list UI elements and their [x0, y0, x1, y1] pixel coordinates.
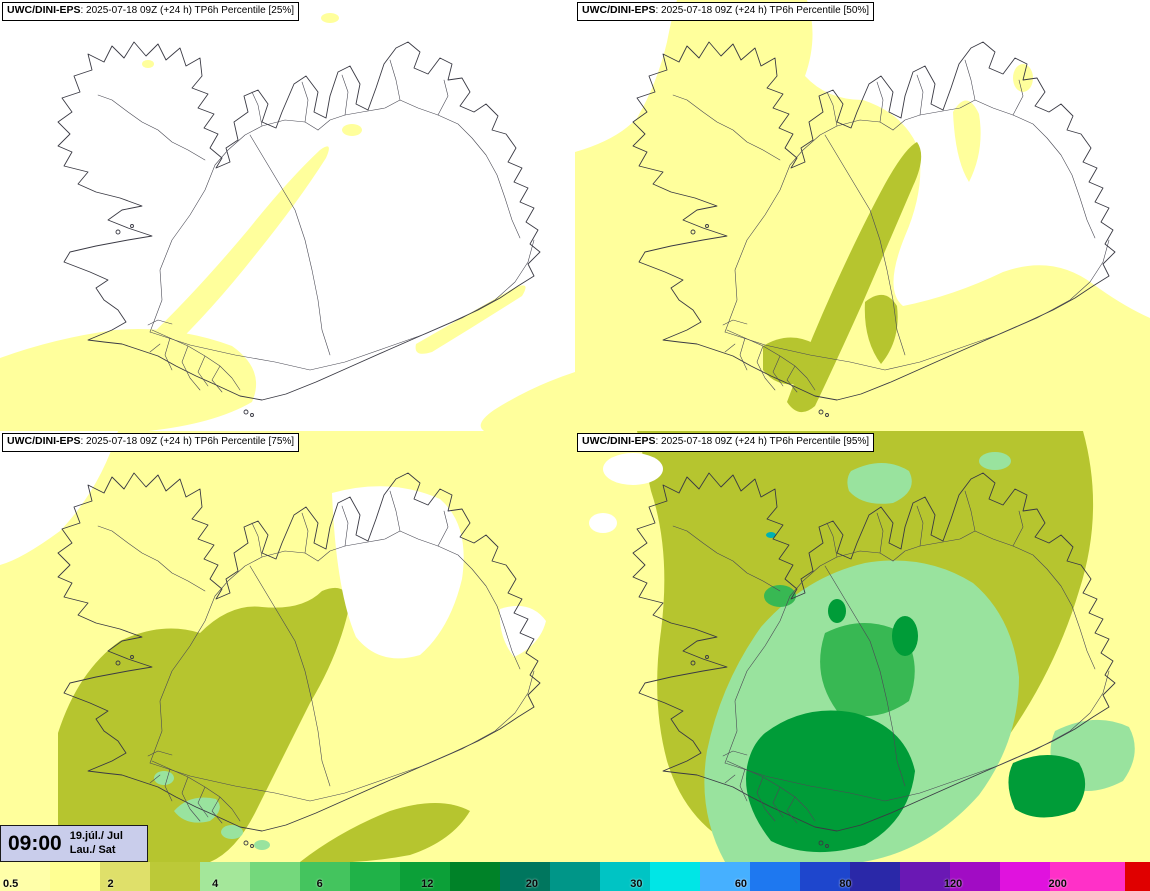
colorbar-segment [950, 862, 1000, 891]
dry-area-white [0, 431, 546, 659]
colorbar-segment [600, 862, 650, 891]
precip-area-light-green [154, 771, 270, 850]
colorbar-segment [150, 862, 200, 891]
colorbar-segment [50, 862, 100, 891]
colorbar-segments [0, 862, 1150, 891]
map-panel-25-percentile: UWC/DINI-EPS: 2025-07-18 09Z (+24 h) TP6… [0, 0, 575, 431]
colorbar-segment [400, 862, 450, 891]
colorbar-segment [250, 862, 300, 891]
colorbar-segment [1000, 862, 1050, 891]
colorbar-segment [700, 862, 750, 891]
panel-title-50: UWC/DINI-EPS: 2025-07-18 09Z (+24 h) TP6… [577, 2, 875, 21]
colorbar-segment [200, 862, 250, 891]
valid-time-box: 09:00 19.júl./ Jul Lau./ Sat [0, 825, 148, 862]
precip-spot-teal [766, 532, 776, 538]
colorbar-segment [500, 862, 550, 891]
precip-area-olive [763, 142, 922, 413]
precip-area-yellow [575, 0, 1150, 431]
panel-title-text: : 2025-07-18 09Z (+24 h) TP6h Percentile… [80, 5, 295, 16]
panel-title-95: UWC/DINI-EPS: 2025-07-18 09Z (+24 h) TP6… [577, 433, 875, 452]
precip-map-95 [575, 431, 1150, 862]
colorbar-segment [0, 862, 50, 891]
precip-map-50 [575, 0, 1150, 431]
colorbar-segment [300, 862, 350, 891]
colorbar-segment [900, 862, 950, 891]
colorbar-segment [350, 862, 400, 891]
panel-title-25: UWC/DINI-EPS: 2025-07-18 09Z (+24 h) TP6… [2, 2, 300, 21]
precip-area-yellow [0, 13, 575, 431]
valid-date-line1: 19.júl./ Jul [69, 830, 123, 843]
colorbar-segment [450, 862, 500, 891]
panel-title-text: : 2025-07-18 09Z (+24 h) TP6h Percentile… [655, 5, 870, 16]
colorbar-segment [850, 862, 900, 891]
panel-title-75: UWC/DINI-EPS: 2025-07-18 09Z (+24 h) TP6… [2, 433, 300, 452]
valid-date: 19.júl./ Jul Lau./ Sat [70, 830, 123, 856]
map-panel-75-percentile: UWC/DINI-EPS: 2025-07-18 09Z (+24 h) TP6… [0, 431, 575, 862]
precip-map-75 [0, 431, 575, 862]
model-name: UWC/DINI-EPS [7, 435, 81, 447]
colorbar-segment [100, 862, 150, 891]
valid-date-line2: Lau./ Sat [69, 843, 116, 856]
colorbar-segment [800, 862, 850, 891]
panel-title-text: : 2025-07-18 09Z (+24 h) TP6h Percentile… [80, 436, 295, 447]
model-name: UWC/DINI-EPS [582, 4, 656, 16]
colorbar-segment [1050, 862, 1125, 891]
panel-title-text: : 2025-07-18 09Z (+24 h) TP6h Percentile… [655, 436, 870, 447]
map-panel-95-percentile: UWC/DINI-EPS: 2025-07-18 09Z (+24 h) TP6… [575, 431, 1150, 862]
colorbar-segment [1125, 862, 1150, 891]
precip-map-25 [0, 0, 575, 431]
model-name: UWC/DINI-EPS [582, 435, 656, 447]
model-name: UWC/DINI-EPS [7, 4, 81, 16]
valid-time: 09:00 [8, 831, 62, 855]
colorbar-segment [550, 862, 600, 891]
map-panel-50-percentile: UWC/DINI-EPS: 2025-07-18 09Z (+24 h) TP6… [575, 0, 1150, 431]
precip-area-dark-green [746, 599, 1086, 853]
colorbar-segment [750, 862, 800, 891]
colorbar-segment [650, 862, 700, 891]
dry-area-white [589, 453, 663, 533]
